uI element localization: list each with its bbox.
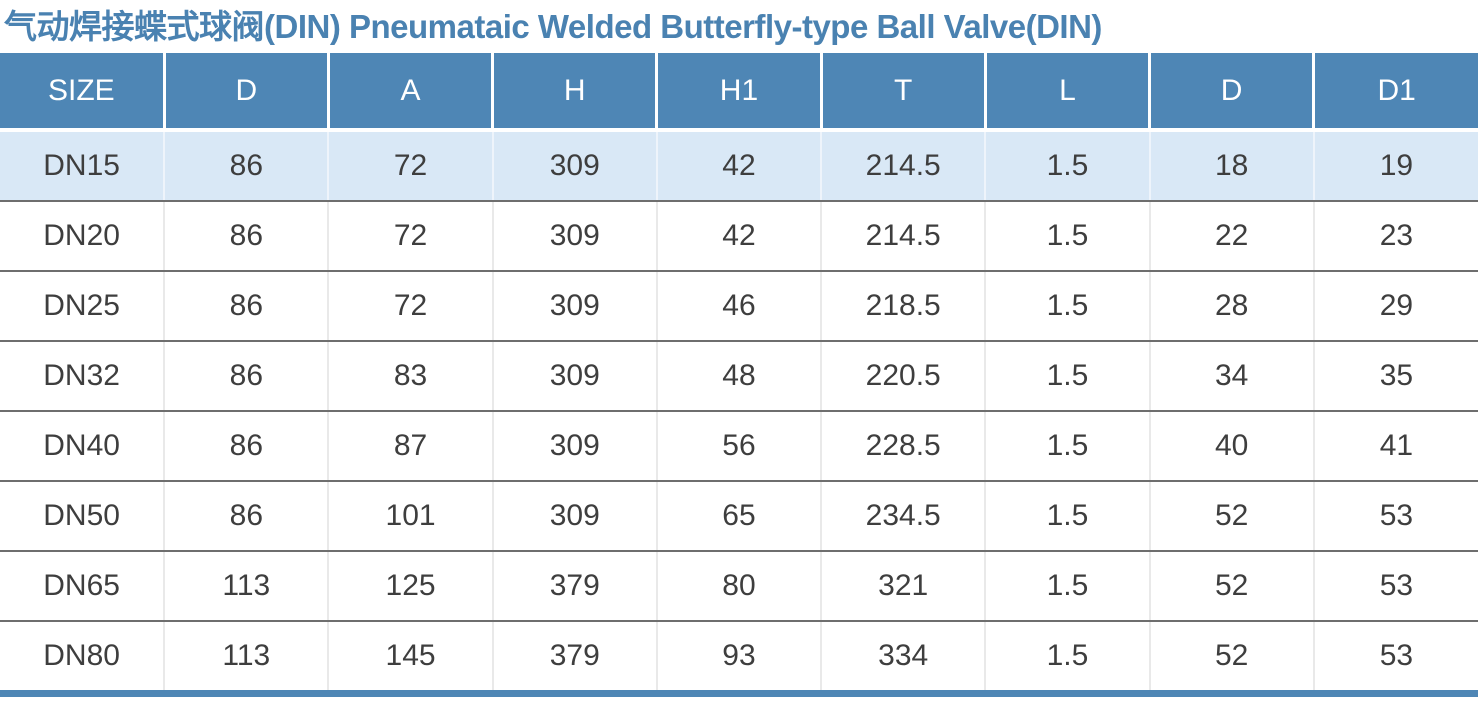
- value-cell: 53: [1313, 481, 1478, 552]
- value-cell: 35: [1313, 341, 1478, 412]
- value-cell: 101: [328, 481, 494, 552]
- size-cell: DN20: [0, 201, 166, 272]
- size-cell: DN40: [0, 411, 166, 482]
- size-cell: DN25: [0, 271, 166, 342]
- value-cell: 379: [492, 621, 658, 690]
- column-header-t: T: [821, 53, 987, 132]
- value-cell: 218.5: [821, 271, 987, 342]
- value-cell: 125: [328, 551, 494, 622]
- value-cell: 53: [1313, 621, 1478, 690]
- value-cell: 87: [328, 411, 494, 482]
- value-cell: 1.5: [985, 411, 1151, 482]
- value-cell: 28: [1149, 271, 1315, 342]
- page-title: 气动焊接蝶式球阀(DIN) Pneumataic Welded Butterfl…: [4, 8, 1102, 45]
- value-cell: 29: [1313, 271, 1478, 342]
- value-cell: 42: [656, 130, 823, 202]
- value-cell: 18: [1149, 130, 1315, 202]
- table-row-dn65: DN65 113 125 379 80 321 1.5 52 53: [0, 551, 1478, 622]
- value-cell: 46: [656, 271, 823, 342]
- table-row-dn50: DN50 86 101 309 65 234.5 1.5 52 53: [0, 481, 1478, 552]
- column-header-d: D: [164, 53, 330, 132]
- table-row-dn15: DN15 86 72 309 42 214.5 1.5 18 19: [0, 130, 1478, 202]
- table-body: DN15 86 72 309 42 214.5 1.5 18 19 DN20 86 72 309 42 21…: [0, 130, 1478, 690]
- value-cell: 1.5: [985, 201, 1151, 272]
- value-cell: 234.5: [821, 481, 987, 552]
- value-cell: 86: [164, 201, 330, 272]
- value-cell: 23: [1313, 201, 1478, 272]
- value-cell: 52: [1149, 481, 1315, 552]
- column-header-size: SIZE: [0, 53, 166, 132]
- value-cell: 52: [1149, 551, 1315, 622]
- size-cell: DN32: [0, 341, 166, 412]
- value-cell: 65: [656, 481, 823, 552]
- value-cell: 86: [164, 130, 330, 202]
- value-cell: 220.5: [821, 341, 987, 412]
- value-cell: 86: [164, 411, 330, 482]
- value-cell: 72: [328, 271, 494, 342]
- value-cell: 1.5: [985, 621, 1151, 690]
- value-cell: 40: [1149, 411, 1315, 482]
- value-cell: 1.5: [985, 271, 1151, 342]
- value-cell: 86: [164, 341, 330, 412]
- table-row-dn25: DN25 86 72 309 46 218.5 1.5 28 29: [0, 271, 1478, 342]
- table-header: SIZE D A H H1 T L D D1: [0, 53, 1478, 132]
- value-cell: 113: [164, 551, 330, 622]
- value-cell: 52: [1149, 621, 1315, 690]
- value-cell: 321: [821, 551, 987, 622]
- value-cell: 309: [492, 341, 658, 412]
- value-cell: 48: [656, 341, 823, 412]
- table-row-dn80: DN80 113 145 379 93 334 1.5 52 53: [0, 621, 1478, 690]
- column-header-h: H: [492, 53, 659, 132]
- size-cell: DN15: [0, 130, 166, 202]
- column-header-d1: D1: [1313, 53, 1478, 132]
- size-cell: DN65: [0, 551, 166, 622]
- size-cell: DN80: [0, 621, 166, 690]
- value-cell: 72: [328, 130, 494, 202]
- value-cell: 53: [1313, 551, 1478, 622]
- header-row: SIZE D A H H1 T L D D1: [0, 53, 1478, 132]
- column-header-a: A: [328, 53, 495, 132]
- value-cell: 309: [492, 411, 658, 482]
- value-cell: 145: [328, 621, 494, 690]
- value-cell: 309: [492, 271, 658, 342]
- value-cell: 34: [1149, 341, 1315, 412]
- value-cell: 309: [492, 201, 658, 272]
- value-cell: 228.5: [821, 411, 987, 482]
- table-bottom-border: [0, 690, 1478, 697]
- dimension-spec-table: SIZE D A H H1 T L D D1 DN15 86 72 309 42 214.5 1.5 18 19…: [0, 53, 1478, 690]
- value-cell: 93: [656, 621, 823, 690]
- column-header-h1: H1: [656, 53, 823, 132]
- size-cell: DN50: [0, 481, 166, 552]
- table-row-dn40: DN40 86 87 309 56 228.5 1.5 40 41: [0, 411, 1478, 482]
- value-cell: 309: [492, 130, 658, 202]
- value-cell: 86: [164, 481, 330, 552]
- value-cell: 83: [328, 341, 494, 412]
- value-cell: 86: [164, 271, 330, 342]
- column-header-d: D: [1149, 53, 1316, 132]
- table-row-dn20: DN20 86 72 309 42 214.5 1.5 22 23: [0, 201, 1478, 272]
- value-cell: 1.5: [985, 481, 1151, 552]
- value-cell: 80: [656, 551, 823, 622]
- value-cell: 214.5: [821, 130, 987, 202]
- value-cell: 1.5: [985, 551, 1151, 622]
- value-cell: 42: [656, 201, 823, 272]
- value-cell: 72: [328, 201, 494, 272]
- column-header-l: L: [985, 53, 1152, 132]
- table-row-dn32: DN32 86 83 309 48 220.5 1.5 34 35: [0, 341, 1478, 412]
- value-cell: 19: [1313, 130, 1478, 202]
- product-spec-page: 气动焊接蝶式球阀(DIN) Pneumataic Welded Butterfl…: [0, 8, 1478, 697]
- value-cell: 1.5: [985, 341, 1151, 412]
- value-cell: 309: [492, 481, 658, 552]
- value-cell: 113: [164, 621, 330, 690]
- value-cell: 1.5: [985, 130, 1151, 202]
- value-cell: 379: [492, 551, 658, 622]
- value-cell: 56: [656, 411, 823, 482]
- value-cell: 41: [1313, 411, 1478, 482]
- value-cell: 334: [821, 621, 987, 690]
- value-cell: 22: [1149, 201, 1315, 272]
- value-cell: 214.5: [821, 201, 987, 272]
